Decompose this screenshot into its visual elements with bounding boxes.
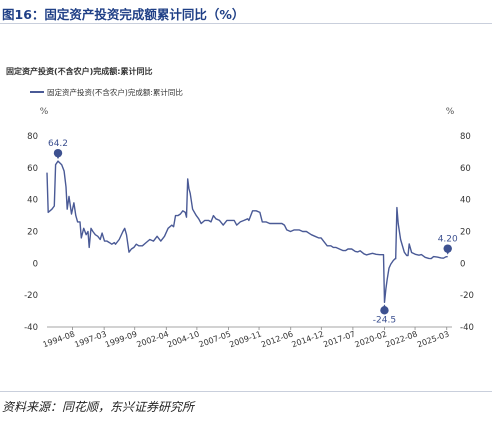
x-tick-label: 2020-02 — [354, 329, 388, 349]
legend: 固定资产投资(不含农户)完成额:累计同比 — [30, 87, 183, 97]
annotation-marker — [380, 306, 389, 315]
x-tick-label: 1999-09 — [104, 329, 138, 349]
x-tick-label: 2009-11 — [228, 329, 262, 349]
series-line — [46, 160, 448, 303]
title-divider — [0, 23, 492, 24]
x-tick-label: 2002-04 — [135, 329, 169, 349]
annotation-marker — [53, 148, 63, 158]
x-tick-label: 2007-05 — [198, 329, 232, 349]
y-tick-label-left: -20 — [24, 291, 38, 301]
y-tick-label-right: -40 — [460, 323, 474, 333]
legend-label: 固定资产投资(不含农户)完成额:累计同比 — [47, 87, 183, 97]
annotation-marker — [443, 244, 452, 253]
x-tick-label: 1994-08 — [42, 329, 76, 349]
chart-title: 固定资产投资(不含农户)完成额:累计同比 — [6, 66, 153, 76]
y-tick-label-right: 20 — [460, 228, 471, 238]
x-tick-label: 2025-03 — [416, 329, 450, 349]
right-axis-unit: % — [446, 107, 455, 117]
figure-title: 图16：固定资产投资完成额累计同比（%） — [2, 7, 245, 22]
y-tick-label-left: 20 — [27, 228, 38, 238]
x-tick-label: 2017-07 — [322, 329, 356, 349]
y-tick-label-left: 60 — [27, 164, 38, 174]
y-tick-label-right: 40 — [460, 196, 471, 206]
y-tick-label-right: 80 — [460, 132, 471, 142]
annotation-label: 4.20 — [438, 235, 458, 245]
x-tick-label: 2022-08 — [384, 329, 418, 349]
x-tick-label: 2014-12 — [291, 329, 325, 349]
annotation-label: -24.5 — [373, 315, 396, 325]
left-axis-unit: % — [40, 107, 49, 117]
y-tick-label-left: 0 — [33, 259, 38, 269]
y-tick-label-left: 40 — [27, 196, 38, 206]
y-tick-label-right: 60 — [460, 164, 471, 174]
source-note: 资料来源：同花顺，东兴证券研究所 — [2, 400, 195, 414]
y-tick-label-left: 80 — [27, 132, 38, 142]
y-tick-label-right: -20 — [460, 291, 474, 301]
x-tick-label: 2012-06 — [260, 329, 294, 349]
y-tick-label-right: 0 — [460, 259, 465, 269]
x-tick-label: 1997-03 — [73, 329, 107, 349]
x-tick-label: 2004-10 — [166, 329, 200, 349]
source-divider — [0, 391, 492, 392]
y-tick-label-left: -40 — [24, 323, 38, 333]
line-chart: 固定资产投资(不含农户)完成额:累计同比 固定资产投资(不含农户)完成额:累计同… — [6, 66, 474, 349]
annotation-label: 64.2 — [48, 139, 68, 149]
